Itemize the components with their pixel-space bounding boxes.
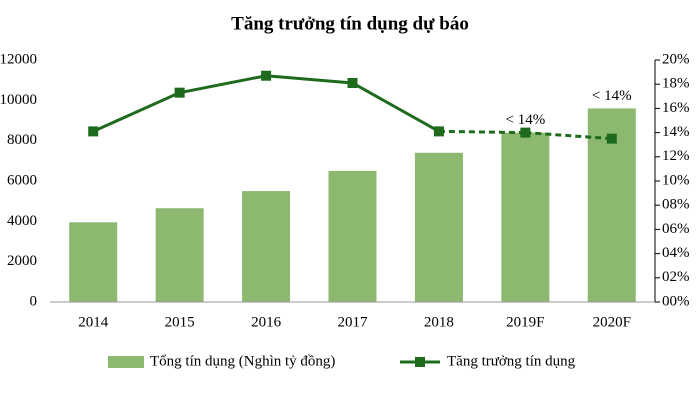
y2-tick-label: 12%	[662, 148, 690, 164]
bar	[69, 222, 118, 302]
y2-tick-label: 18%	[662, 76, 690, 92]
y2-tick-label: 20%	[662, 51, 690, 67]
x-tick-label: 2017	[338, 314, 369, 330]
bar	[414, 152, 463, 302]
y-tick-label: 4000	[7, 213, 37, 229]
line-marker	[606, 133, 617, 144]
chart-title: Tăng trưởng tín dụng dự báo	[231, 13, 469, 34]
y-tick-label: 10000	[0, 92, 37, 108]
line-marker	[174, 87, 185, 98]
line-marker	[433, 126, 444, 137]
annotation: < 14%	[592, 88, 632, 104]
x-tick-label: 2018	[424, 314, 454, 330]
line-segment	[438, 129, 526, 135]
line-marker	[88, 126, 99, 137]
y-tick-label: 12000	[0, 51, 37, 67]
line-segment	[92, 91, 181, 133]
y2-tick-label: 14%	[662, 124, 690, 140]
x-tick-label: 2014	[78, 314, 109, 330]
line-segment	[265, 74, 353, 85]
line-segment	[179, 74, 267, 95]
legend-label: Tổng tín dụng (Nghìn tỷ đồng)	[150, 353, 335, 369]
legend-marker	[415, 357, 425, 367]
y2-tick-label: 10%	[662, 172, 690, 188]
line-segment	[525, 131, 612, 141]
y2-tick-label: 02%	[662, 269, 690, 285]
y-tick-label: 6000	[7, 172, 37, 188]
y2-tick-label: 00%	[662, 293, 690, 309]
legend-swatch	[108, 356, 144, 368]
annotation: < 14%	[505, 112, 545, 128]
x-tick-label: 2015	[165, 314, 195, 330]
x-tick-label: 2019F	[506, 314, 544, 330]
legend-label: Tăng trưởng tín dụng	[447, 353, 576, 369]
line-marker	[261, 70, 272, 81]
y-tick-label: 0	[30, 293, 38, 309]
y2-tick-label: 08%	[662, 197, 690, 213]
y2-tick-label: 06%	[662, 221, 690, 237]
line-marker	[520, 127, 531, 138]
line-segment	[351, 81, 440, 133]
bar	[328, 170, 377, 302]
y2-tick-label: 16%	[662, 100, 690, 116]
y2-tick-label: 04%	[662, 245, 690, 261]
y-tick-label: 8000	[7, 132, 37, 148]
x-tick-label: 2020F	[593, 314, 631, 330]
bar	[501, 132, 550, 302]
bar	[242, 191, 291, 302]
x-tick-label: 2016	[251, 314, 282, 330]
line-marker	[347, 77, 358, 88]
bar	[155, 208, 204, 302]
y-tick-label: 2000	[7, 253, 37, 269]
